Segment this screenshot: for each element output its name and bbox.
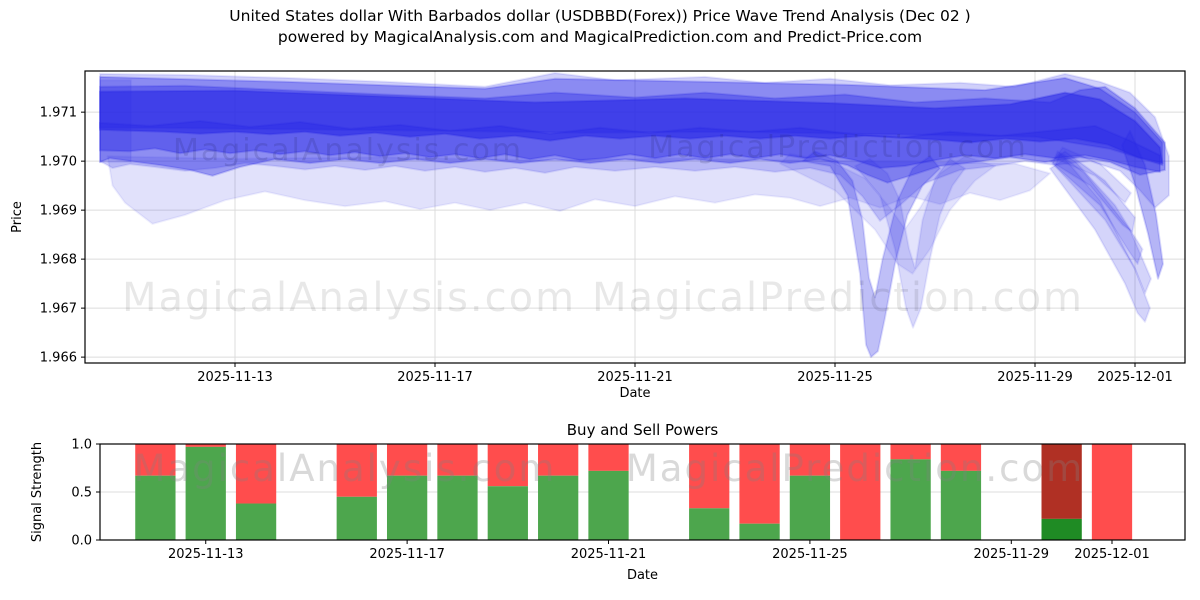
signal-bar-sell	[235, 444, 277, 504]
price-band-fan-5	[1054, 146, 1132, 204]
signal-bar-sell	[437, 444, 478, 476]
watermark-text: MagicalPrediction.com	[592, 275, 1084, 321]
signal-bar-buy	[789, 475, 831, 540]
signal-bar-buy	[487, 486, 528, 540]
signal-bar-sell	[739, 444, 780, 524]
signal-bar-sell	[940, 444, 982, 471]
signal-bar-buy	[437, 475, 478, 540]
signal-x-tick-label: 2025-11-25	[772, 547, 848, 562]
signal-bar-buy	[185, 446, 226, 540]
price-band-fan-3	[1051, 150, 1144, 265]
price-band-wisp-low	[106, 155, 1051, 225]
signal-bar-sell	[890, 444, 931, 460]
price-band-v-second	[854, 157, 966, 329]
price-x-axis-label: Date	[619, 386, 651, 401]
signal-bar-buy	[739, 523, 780, 540]
signal-x-tick-label: 2025-11-21	[571, 547, 647, 562]
signal-bar-sell	[487, 444, 528, 487]
signal-bar-buy	[135, 475, 176, 540]
signal-bar-buy	[588, 470, 629, 540]
signal-x-tick-label: 2025-11-17	[369, 547, 445, 562]
signal-bar-buy	[386, 475, 428, 540]
signal-bar-sell	[840, 444, 881, 540]
price-x-tick-label: 2025-11-17	[397, 370, 473, 385]
signal-bar-sell	[386, 444, 428, 476]
signal-y-tick-label: 0.5	[71, 486, 92, 501]
price-band-ribbon	[99, 120, 1161, 173]
signal-y-tick-label: 1.0	[71, 438, 92, 453]
signal-bar-buy	[890, 459, 931, 540]
watermark-text: MagicalPrediction.com	[648, 130, 1028, 165]
signal-x-tick-label: 2025-11-29	[974, 547, 1050, 562]
price-y-tick-label: 1.966	[40, 351, 77, 366]
price-band-fan-1	[1049, 157, 1151, 323]
signal-x-tick-label: 2025-11-13	[168, 547, 244, 562]
signal-bar-buy	[538, 475, 579, 540]
price-band-tail-dark	[1121, 129, 1164, 280]
signal-bar-sell	[185, 444, 226, 447]
signal-bar-buy	[235, 503, 277, 540]
signal-y-tick-label: 0.0	[71, 534, 92, 549]
signal-bar-buy	[336, 496, 377, 540]
price-y-axis-label: Price	[10, 201, 25, 233]
signal-bar-sell	[336, 444, 377, 497]
price-y-tick-label: 1.968	[40, 253, 77, 268]
signal-bar-sell	[689, 444, 730, 509]
signal-y-axis-label: Signal Strength	[30, 441, 45, 543]
watermark-text: MagicalPrediction.com	[626, 447, 1084, 490]
price-band-fan-4	[1049, 150, 1136, 234]
signal-bar-buy	[689, 508, 730, 540]
signal-chart-title: Buy and Sell Powers	[566, 421, 719, 439]
price-band-fan-2	[1054, 152, 1152, 295]
main-title-line1: United States dollar With Barbados dolla…	[229, 7, 971, 25]
price-x-tick-label: 2025-12-01	[1097, 370, 1173, 385]
price-band-core	[99, 89, 1164, 165]
watermark-text: MagicalAnalysis.com	[122, 275, 576, 321]
price-x-tick-label: 2025-11-25	[797, 370, 873, 385]
price-band-v-main	[801, 150, 941, 359]
signal-x-axis-label: Date	[626, 568, 659, 583]
signal-bar-sell	[1041, 444, 1082, 519]
signal-bar-buy	[1041, 518, 1082, 540]
signal-bar-sell	[135, 444, 176, 476]
signal-bar-sell	[588, 444, 629, 471]
price-band-v-wide	[779, 152, 996, 275]
signal-bar-sell	[1091, 444, 1133, 540]
signal-bar-sell	[789, 444, 831, 476]
watermark-text: MagicalAnalysis.com	[134, 447, 557, 490]
main-title-line2: powered by MagicalAnalysis.com and Magic…	[277, 28, 923, 46]
price-y-tick-label: 1.967	[40, 302, 77, 317]
signal-x-tick-label: 2025-12-01	[1074, 547, 1150, 562]
price-x-tick-label: 2025-11-29	[997, 370, 1073, 385]
price-x-tick-label: 2025-11-21	[597, 370, 673, 385]
price-y-tick-label: 1.971	[40, 106, 77, 121]
price-y-tick-label: 1.969	[40, 204, 77, 219]
price-x-tick-label: 2025-11-13	[197, 370, 273, 385]
signal-bar-sell	[538, 444, 579, 476]
price-y-tick-label: 1.970	[40, 155, 77, 170]
signal-bar-buy	[940, 470, 982, 540]
watermark-text: MagicalAnalysis.com	[173, 133, 523, 168]
